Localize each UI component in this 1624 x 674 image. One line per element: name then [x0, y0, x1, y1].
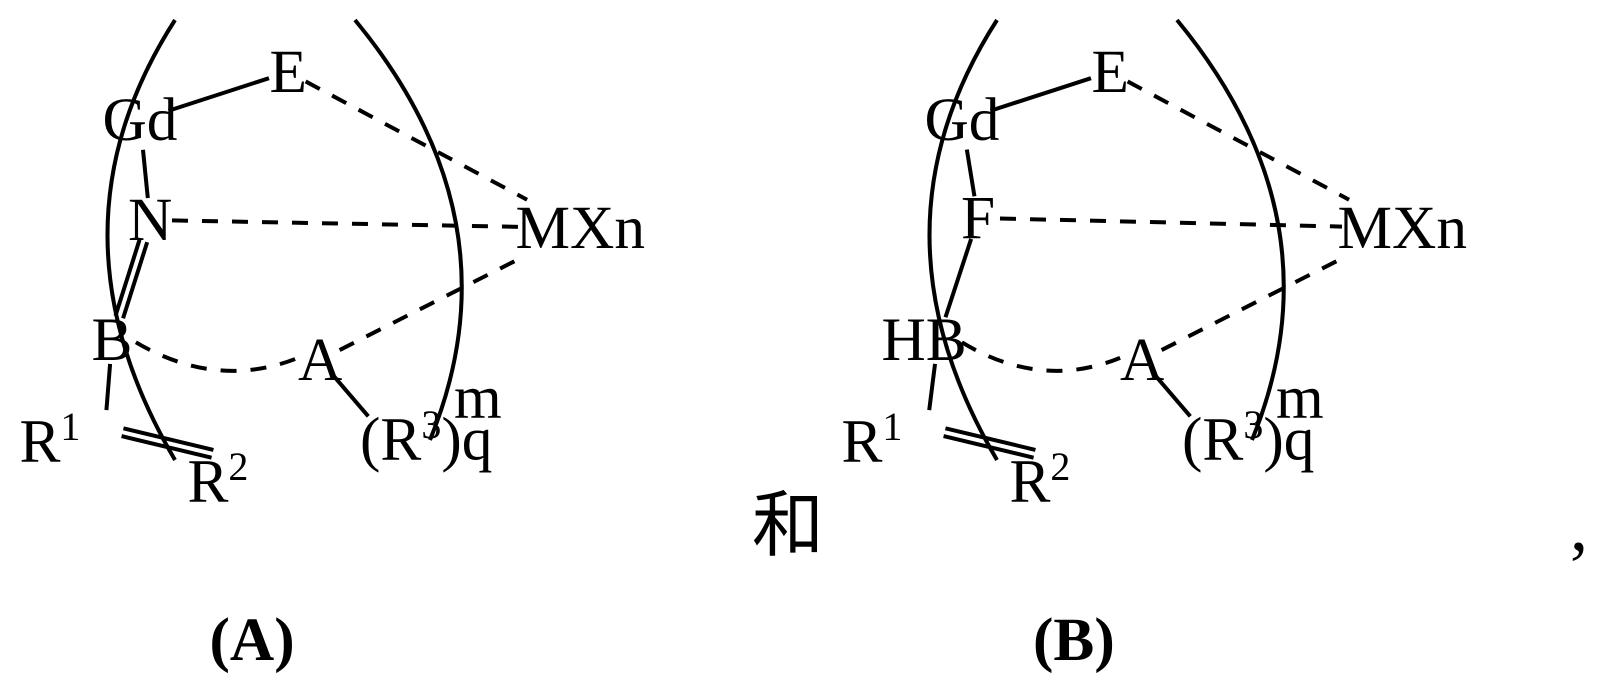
label-m-B: m — [1276, 368, 1324, 429]
label-R2-B: R2 — [1010, 447, 1071, 513]
diagram-canvas: EGdNBAR1R2(R3)qMXnm(A)EGdFHBAR1R2(R3)qMX… — [0, 0, 1624, 666]
label-center-B: F — [961, 188, 995, 249]
label-B-B: HB — [882, 310, 967, 371]
conjunction-text: 和 — [752, 490, 824, 562]
label-MXn-A: MXn — [516, 198, 645, 259]
caption-B: (B) — [1033, 610, 1115, 671]
caption-A: (A) — [210, 610, 295, 671]
label-center-A: N — [128, 190, 172, 251]
label-Gd-B: Gd — [925, 90, 1000, 151]
label-E-A: E — [270, 42, 307, 103]
label-B-A: B — [92, 310, 133, 371]
label-MXn-B: MXn — [1338, 198, 1467, 259]
trailing-comma: , — [1570, 490, 1588, 562]
label-E-B: E — [1092, 42, 1129, 103]
label-R1-A: R1 — [20, 407, 81, 473]
label-A-B: A — [1120, 330, 1164, 391]
panel-b-svg — [0, 0, 1624, 666]
label-R1-B: R1 — [842, 407, 903, 473]
label-Gd-A: Gd — [103, 90, 178, 151]
label-m-A: m — [454, 368, 502, 429]
label-A-A: A — [298, 330, 342, 391]
label-R2-A: R2 — [188, 447, 249, 513]
